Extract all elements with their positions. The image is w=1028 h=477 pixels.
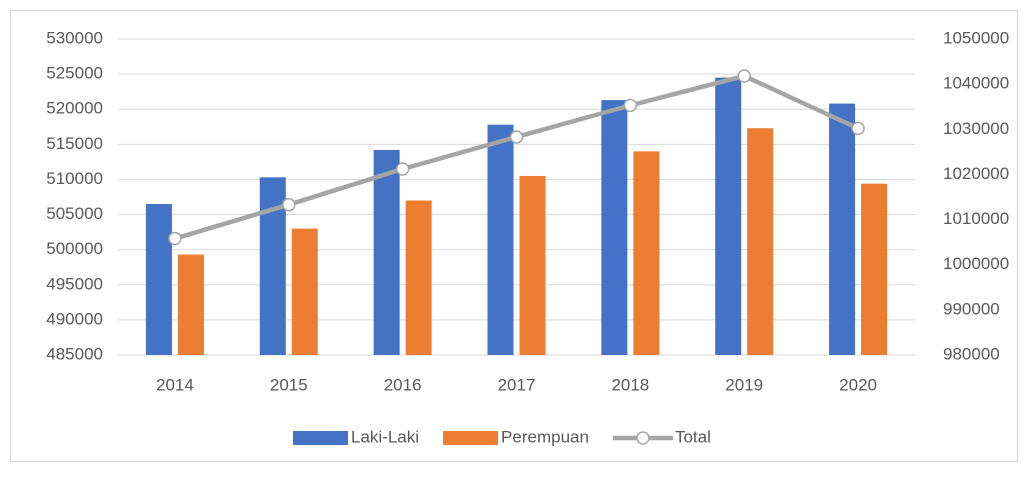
y-tick-label: 485000: [46, 344, 103, 363]
line-marker: [509, 130, 524, 144]
bar: [487, 124, 514, 355]
x-tick-label: 2016: [384, 375, 422, 394]
bar: [601, 100, 628, 356]
bar: [747, 128, 774, 355]
y2-tick-label: 1050000: [943, 28, 1009, 47]
x-tick-label: 2015: [270, 375, 308, 394]
y-tick-label: 515000: [46, 134, 103, 153]
x-tick-label: 2020: [839, 375, 877, 394]
line-marker: [737, 69, 751, 83]
y-tick-label: 490000: [46, 309, 103, 328]
y2-tick-label: 1030000: [943, 119, 1009, 138]
y2-tick-label: 1040000: [943, 74, 1009, 93]
line-marker: [623, 98, 638, 113]
bar: [145, 204, 172, 355]
line-marker: [168, 231, 182, 246]
bar: [519, 175, 546, 355]
x-tick-label: 2018: [611, 375, 649, 394]
y-tick-label: 505000: [46, 204, 103, 223]
bar: [259, 177, 286, 355]
y2-tick-label: 990000: [943, 299, 1000, 318]
bar: [177, 254, 204, 355]
line-marker: [282, 197, 296, 212]
x-tick-label: 2014: [156, 375, 194, 394]
legend-label: Total: [675, 427, 711, 446]
legend-swatch: [443, 431, 499, 445]
y-tick-label: 530000: [46, 28, 103, 47]
y2-tick-label: 980000: [943, 344, 1000, 363]
bar: [291, 228, 318, 355]
bar: [633, 151, 660, 355]
line-marker: [851, 121, 865, 136]
legend-swatch: [636, 431, 650, 445]
bar: [861, 183, 888, 355]
y2-tick-label: 1010000: [943, 209, 1009, 228]
y-tick-label: 500000: [46, 239, 103, 258]
y-tick-label: 510000: [46, 169, 103, 188]
bar: [715, 77, 742, 355]
legend-label: Laki-Laki: [351, 427, 419, 446]
y2-tick-label: 1020000: [943, 164, 1009, 183]
x-tick-label: 2017: [498, 375, 536, 394]
y-tick-label: 520000: [46, 99, 103, 118]
legend-swatch: [293, 431, 348, 445]
bar: [373, 149, 400, 355]
y-tick-label: 525000: [46, 64, 103, 83]
bar: [405, 200, 432, 355]
legend-label: Perempuan: [501, 427, 589, 446]
line-marker: [395, 162, 410, 176]
y2-tick-label: 1000000: [943, 254, 1009, 273]
x-tick-label: 2019: [725, 375, 763, 394]
bar: [829, 103, 856, 355]
y-tick-label: 495000: [46, 274, 103, 293]
